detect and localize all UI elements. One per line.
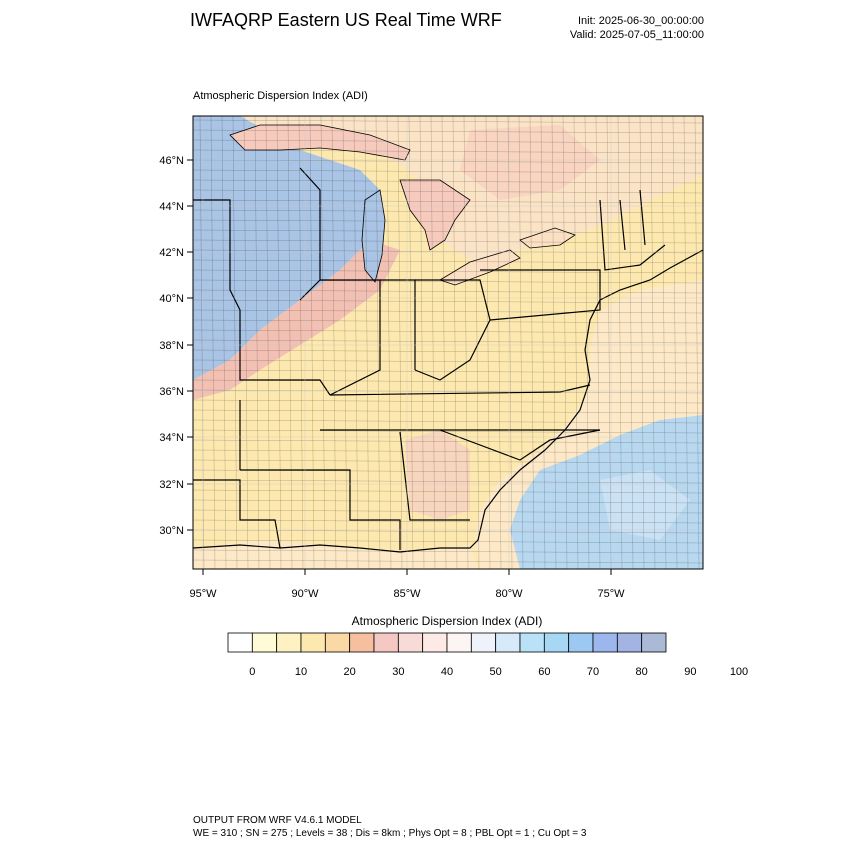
lon-label: 90°W [291,588,319,600]
colorbar [227,632,667,653]
colorbar-tick-label: 10 [295,666,307,678]
state-line-ny [599,199,666,271]
coastline [193,249,703,553]
state-line-ga [399,431,470,521]
colorbar-swatch [470,632,497,653]
state-line-oh [414,279,491,381]
colorbar-swatch [592,632,618,653]
colorbar-swatch [568,632,594,653]
colorbar-tick-label: 100 [730,666,748,678]
lake-huron [399,179,471,251]
valid-time: Valid: 2025-07-05_11:00:00 [569,29,704,41]
colorbar-title: Atmospheric Dispersion Index (ADI) [351,614,543,628]
colorbar-tick-label: 80 [636,666,648,678]
colorbar-swatch [397,632,424,653]
latitude-axis: 46°N 44°N 42°N 40°N 38°N 36°N 34°N 32°N 30°N [159,155,193,537]
lon-label: 85°W [393,588,421,600]
lat-label: 36°N [159,386,184,398]
state-line-wi-mn [299,167,321,301]
chart-title: IWFAQRP Eastern US Real Time WRF [190,10,502,30]
county-grid [193,116,703,569]
init-time: Init: 2025-06-30_00:00:00 [578,15,704,27]
colorbar-swatch [641,632,667,653]
colorbar-swatch [349,632,375,653]
lat-label: 42°N [159,247,184,259]
state-line-ky-tn [329,384,591,396]
colorbar-tick-label: 50 [490,666,502,678]
field-label: Atmospheric Dispersion Index (ADI) [193,90,368,102]
lon-label: 75°W [597,588,625,600]
lake-michigan [361,189,386,283]
colorbar-tick-label: 40 [441,666,453,678]
state-boundaries [193,167,666,550]
lat-label: 34°N [159,432,184,444]
lat-label: 44°N [159,201,184,213]
lon-label: 80°W [495,588,523,600]
colorbar-tick-label: 70 [587,666,599,678]
colorbar-swatch [495,632,521,653]
colorbar-tick-label: 0 [249,666,255,678]
lake-ontario [519,227,576,249]
southeast-patch [405,430,470,520]
map-frame [192,115,704,570]
colorbar-tick-label: 20 [344,666,356,678]
time-info: Init: 2025-06-30_00:00:00 Valid: 2025-07… [540,14,704,42]
colorbar-swatch [251,632,278,653]
state-line-il [320,279,381,396]
colorbar-swatch [446,632,472,653]
lat-label: 46°N [159,155,184,167]
footer-model: OUTPUT FROM WRF V4.6.1 MODEL [193,815,362,826]
colorbar-swatch [300,632,326,653]
graticule [193,116,703,569]
colorbar-tick-label: 90 [684,666,696,678]
footer-params: WE = 310 ; SN = 275 ; Levels = 38 ; Dis … [193,828,587,839]
lat-label: 32°N [159,479,184,491]
colorbar-tick-labels: 0 10 20 30 40 50 60 70 80 90 100 [249,666,748,678]
colorbar-swatch [519,632,545,653]
state-line-sc-nc [439,429,601,461]
canada-patch [460,125,600,200]
longitude-axis: 95°W 90°W 85°W 80°W 75°W [189,569,625,600]
state-line-la [193,479,281,549]
state-line-west [193,199,331,396]
map-layer [193,116,703,569]
colorbar-swatch [276,632,302,653]
colorbar-swatch [227,632,253,653]
colorbar-swatch [616,632,643,653]
colorbar-swatch [373,632,399,653]
lat-label: 38°N [159,340,184,352]
colorbar-swatch [543,632,570,653]
state-line-new-england [619,189,646,251]
lat-label: 30°N [159,525,184,537]
colorbar-swatch [422,632,448,653]
lon-label: 95°W [189,588,217,600]
colorbar-tick-label: 60 [538,666,550,678]
colorbar-swatch [324,632,351,653]
lake-erie [439,249,521,286]
lat-label: 40°N [159,293,184,305]
colorbar-tick-label: 30 [392,666,404,678]
state-line-pa [480,269,601,321]
